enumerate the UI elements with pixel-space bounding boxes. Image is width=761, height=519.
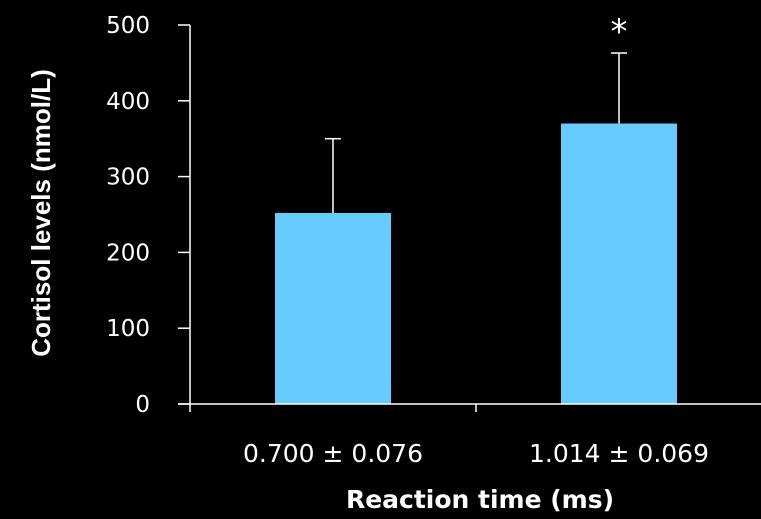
x-tick-label-0: 0.700 ± 0.076	[243, 439, 423, 468]
y-tick-label-0: 0	[135, 392, 150, 418]
y-tick-label-2: 200	[106, 240, 150, 266]
labels-group: 0.700 ± 0.076 1.014 ± 0.069 * 0 100 200 300 400…	[106, 12, 709, 468]
y-tick-label-5: 500	[106, 13, 150, 39]
y-tick-label-4: 400	[106, 89, 150, 115]
bar-0	[275, 212, 391, 404]
y-axis-title: Cortisol levels (nmol/L)	[26, 69, 56, 357]
bars-group	[275, 123, 677, 404]
y-tick-label-1: 100	[106, 316, 150, 342]
y-tick-label-3: 300	[106, 165, 150, 191]
error-bars-group	[325, 52, 627, 213]
x-axis-title: Reaction time (ms)	[346, 485, 614, 514]
bar-1	[561, 123, 677, 404]
x-tick-label-1: 1.014 ± 0.069	[529, 439, 709, 468]
axes-group	[178, 24, 761, 412]
significance-marker-1: *	[611, 12, 628, 52]
